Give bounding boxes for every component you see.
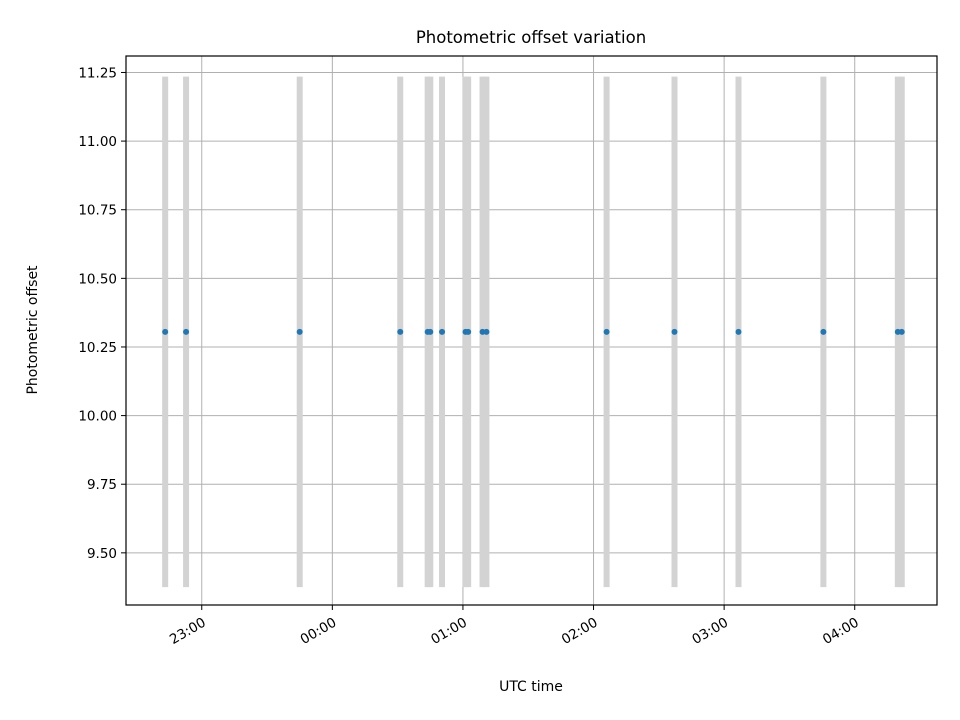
data-point: [397, 328, 404, 335]
y-axis-ticks: 9.50 9.75 10.00 10.25 10.50 10.75 11.00 11.25: [78, 65, 126, 562]
data-point: [162, 328, 169, 335]
y-tick-label: 10.00: [78, 409, 117, 425]
data-point: [183, 328, 190, 335]
y-tick-label: 11.25: [78, 65, 117, 81]
data-point: [483, 328, 490, 335]
y-tick-label: 9.75: [87, 477, 117, 493]
y-tick-label: 10.25: [78, 340, 117, 356]
y-tick-label: 9.50: [87, 546, 117, 562]
chart-title: Photometric offset variation: [416, 28, 646, 47]
data-point: [671, 328, 678, 335]
y-tick-label: 11.00: [78, 134, 117, 150]
data-point: [439, 328, 446, 335]
data-point: [465, 328, 472, 335]
data-point: [735, 328, 742, 335]
data-point: [898, 328, 905, 335]
x-axis-label: UTC time: [499, 679, 563, 695]
plot-frame: [125, 55, 938, 606]
data-point: [427, 328, 434, 335]
data-point: [603, 328, 610, 335]
data-point: [820, 328, 827, 335]
y-tick-label: 10.50: [78, 271, 117, 287]
y-axis-label: Photometric offset: [25, 265, 41, 395]
data-point: [296, 328, 303, 335]
data-points: [162, 328, 905, 335]
y-tick-label: 10.75: [78, 203, 117, 219]
